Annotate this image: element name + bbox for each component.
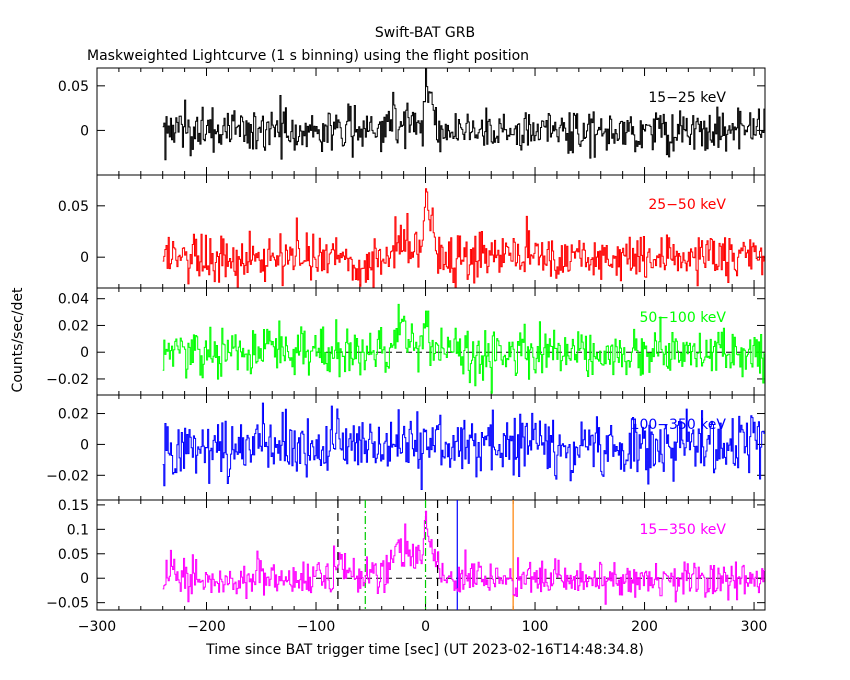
panel-25-50-kev: 0 0.05 25−50 keV: [58, 174, 766, 289]
x-tick-label: −200: [187, 619, 225, 635]
y-tick-label: 0.15: [58, 498, 89, 514]
y-tick-label: 0: [80, 250, 89, 266]
figure-title: Swift-BAT GRB: [375, 25, 475, 41]
x-tick-label: 200: [631, 619, 658, 635]
y-tick-label: 0: [80, 571, 89, 587]
y-tick-label: 0.02: [58, 407, 89, 423]
series-label: 15−25 keV: [648, 90, 726, 106]
panel-100-350-kev: −0.02 0 0.02 100−350 keV: [46, 394, 766, 501]
panel-15-350-kev: −0.05 0 0.05 0.1 0.15 15−350 keV −300 −200 −100 0…: [46, 498, 767, 635]
figure-subtitle: Maskweighted Lightcurve (1 s binning) us…: [87, 48, 529, 64]
y-tick-label: 0.05: [58, 199, 89, 215]
lightcurve-series: [162, 67, 765, 161]
x-axis-label: Time since BAT trigger time [sec] (UT 20…: [205, 642, 644, 658]
y-tick-label: 0.1: [67, 522, 89, 538]
x-tick-label: 100: [522, 619, 549, 635]
y-tick-label: 0.04: [58, 292, 89, 308]
y-tick-label: 0: [80, 345, 89, 361]
panel-15-25-kev: 0 0.05 15−25 keV: [58, 67, 766, 176]
series-label: 25−50 keV: [648, 197, 726, 213]
panel-frame: [96, 499, 766, 611]
x-tick-label: 0: [421, 619, 430, 635]
series-label: 15−350 keV: [639, 522, 726, 538]
x-tick-label: −300: [78, 619, 116, 635]
y-tick-label: −0.02: [46, 468, 89, 484]
panel-50-100-kev: −0.02 0 0.02 0.04 50−100 keV: [46, 287, 766, 396]
lightcurve-series: [162, 188, 765, 289]
y-tick-label: −0.05: [46, 596, 89, 612]
lightcurve-series: [162, 303, 765, 394]
y-tick-label: 0.05: [58, 547, 89, 563]
series-label: 50−100 keV: [639, 310, 726, 326]
y-tick-label: 0: [80, 123, 89, 139]
y-axis-label: Counts/sec/det: [10, 287, 26, 392]
lightcurve-series: [162, 510, 765, 605]
panels: 0 0.05 15−25 keV 0 0.05 25−50 keV −0.02 0 0.02 0.…: [46, 67, 767, 635]
x-tick-label: 300: [741, 619, 768, 635]
y-tick-label: 0.05: [58, 79, 89, 95]
y-tick-label: −0.02: [46, 372, 89, 388]
lightcurve-series: [162, 402, 765, 490]
y-tick-label: 0.02: [58, 318, 89, 334]
series-label: 100−350 keV: [631, 417, 727, 433]
x-tick-label: −100: [297, 619, 335, 635]
y-tick-label: 0: [80, 437, 89, 453]
